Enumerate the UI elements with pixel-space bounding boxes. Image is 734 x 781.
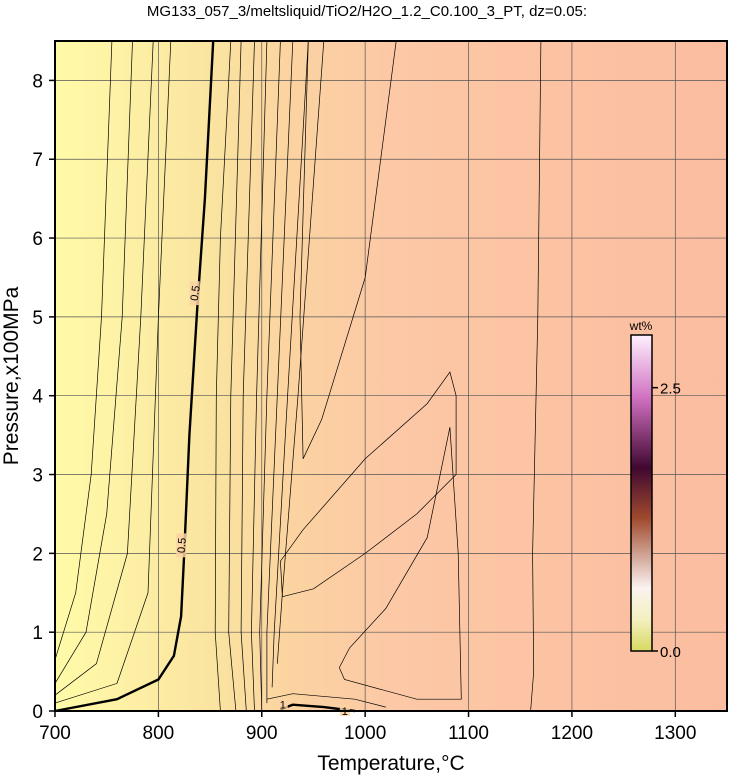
y-tick-label: 5 (32, 308, 43, 329)
x-tick-label: 1100 (448, 723, 489, 744)
x-tick-label: 1200 (551, 723, 593, 744)
contour-label-bg (189, 281, 200, 306)
y-tick-label: 6 (32, 229, 43, 250)
contour-line-bold (54, 40, 215, 713)
colorbar (630, 334, 653, 652)
contour-line (280, 371, 457, 598)
x-tick-label: 800 (143, 723, 175, 744)
contour-line (271, 40, 309, 688)
contour-line (240, 40, 255, 712)
contour-label: 0.5 (189, 285, 203, 302)
contour-label-bg (277, 698, 288, 710)
contour-line (214, 40, 232, 712)
x-tick-label: 1000 (344, 723, 386, 744)
contour-line (338, 427, 462, 700)
y-axis-label: Pressure,x100MPa (0, 286, 23, 465)
contour-line (54, 40, 154, 696)
y-tick-label: 3 (32, 466, 43, 487)
contour-line (259, 40, 281, 712)
x-tick-label: 1300 (654, 723, 696, 744)
colorbar-label: wt% (629, 319, 653, 333)
contour-line (54, 40, 113, 660)
contour-line (266, 693, 386, 708)
plot-frame (54, 40, 728, 712)
colorbar-tick-label: 2.5 (660, 381, 681, 398)
contour-line (228, 40, 242, 712)
y-tick-label: 2 (32, 544, 43, 565)
y-tick-label: 8 (32, 71, 43, 92)
contour-line (266, 40, 294, 704)
contour-label-bg (176, 533, 187, 558)
contour-line (276, 40, 325, 664)
x-tick-label: 900 (246, 723, 278, 744)
y-tick-label: 0 (32, 702, 43, 723)
x-tick-label: 700 (39, 723, 71, 744)
colorbar-tick-label: 0.0 (660, 644, 681, 661)
plot-background (55, 41, 727, 711)
contour-line (54, 40, 172, 704)
contour-line (54, 40, 133, 684)
chart-title: MG133_057_3/meltsliquid/TiO2/H2O_1.2_C0.… (147, 3, 587, 20)
contour-line (299, 40, 397, 459)
y-tick-label: 7 (32, 150, 43, 171)
contour-line (530, 40, 542, 712)
contour-line (251, 40, 268, 712)
contour-label: 0.5 (176, 537, 189, 553)
y-tick-label: 1 (32, 623, 43, 644)
x-axis-label: Temperature,°C (317, 752, 464, 775)
y-tick-label: 4 (32, 387, 43, 408)
contour-label: 1 (280, 700, 286, 712)
